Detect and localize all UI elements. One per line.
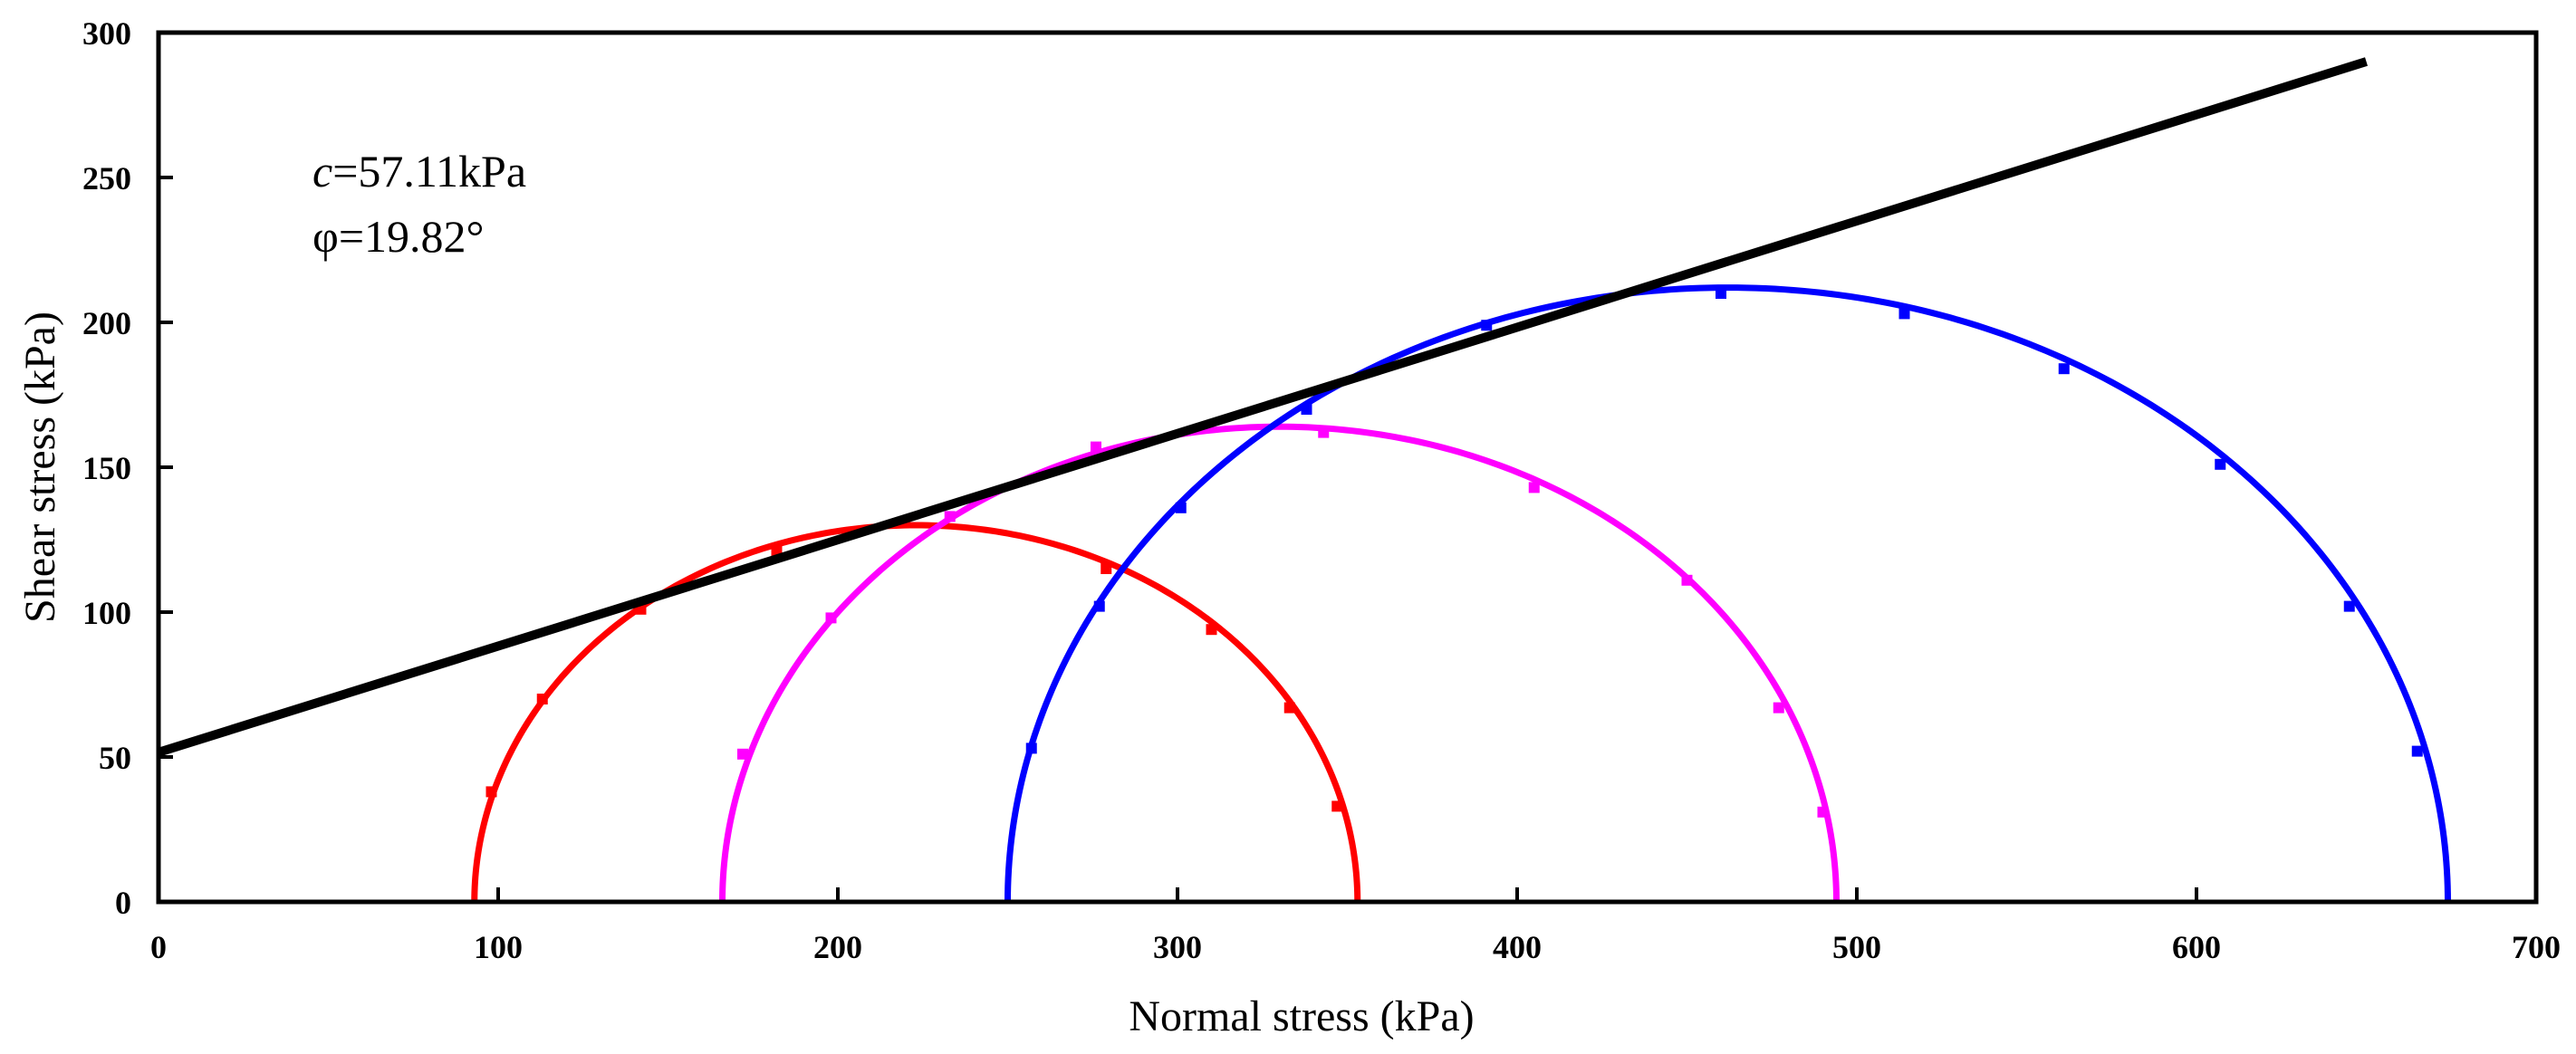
x-tick-label-700: 700 [2512, 929, 2561, 965]
data-point-circle-3-9 [2215, 458, 2226, 470]
data-point-circle-2-8 [1773, 702, 1784, 714]
x-axis-title: Normal stress (kPa) [1129, 992, 1474, 1040]
data-point-circle-3-3 [1175, 502, 1187, 513]
data-point-circle-1-2 [536, 694, 548, 704]
data-point-circle-3-7 [1898, 308, 1910, 320]
data-point-circle-3-11 [2411, 745, 2423, 757]
failure-envelope-line [159, 57, 2368, 757]
chart-marks [159, 57, 2451, 902]
data-point-circle-1-1 [485, 786, 497, 798]
data-point-circle-3-2 [1093, 600, 1105, 612]
y-tick-label-250: 250 [82, 160, 131, 196]
annotation-cohesion-symbol: c [312, 146, 332, 196]
axis-ticks: 0 100 200 300 400 500 600 700 0 50 100 150 200 250 300 [82, 15, 2561, 965]
y-tick-label-100: 100 [82, 595, 131, 631]
x-tick-label-400: 400 [1493, 929, 1542, 965]
y-tick-label-300: 300 [82, 15, 131, 52]
y-tick-label-0: 0 [115, 885, 131, 921]
data-point-circle-2-5 [1318, 426, 1330, 438]
data-point-circle-3-6 [1716, 288, 1726, 299]
x-tick-label-200: 200 [813, 929, 862, 965]
data-point-circle-2-3 [944, 511, 956, 522]
x-tick-label-100: 100 [474, 929, 523, 965]
y-tick-label-150: 150 [82, 450, 131, 486]
annotation-cohesion-value: =57.11kPa [332, 146, 526, 196]
data-point-circle-3-5 [1481, 320, 1493, 331]
data-point-circle-3-4 [1301, 404, 1312, 415]
data-point-circle-3-1 [1025, 743, 1037, 754]
x-tick-label-500: 500 [1832, 929, 1881, 965]
data-point-circle-2-9 [1817, 806, 1829, 818]
data-point-circle-3-10 [2343, 600, 2355, 612]
mohr-circle-3 [1004, 284, 2451, 902]
data-point-circle-2-6 [1528, 482, 1540, 493]
x-tick-label-0: 0 [150, 929, 167, 965]
data-point-circle-2-2 [825, 612, 837, 624]
y-tick-label-50: 50 [99, 740, 131, 776]
data-point-circle-1-5 [1101, 563, 1112, 574]
data-point-circle-2-1 [737, 748, 748, 760]
mohr-circle-2 [719, 423, 1840, 902]
y-tick-label-200: 200 [82, 305, 131, 341]
data-point-circle-1-6 [1206, 624, 1217, 636]
data-point-circle-2-7 [1681, 574, 1693, 586]
y-axis-title: Shear stress (kPa) [16, 311, 64, 623]
annotation-friction-angle: φ=19.82° [312, 211, 485, 262]
annotation-cohesion: c=57.11kPa [312, 146, 526, 196]
x-tick-label-600: 600 [2172, 929, 2221, 965]
data-point-circle-2-4 [1091, 441, 1101, 453]
plot-area [159, 57, 2451, 902]
mohr-circle-1 [471, 522, 1361, 902]
data-point-circle-3-8 [2058, 363, 2070, 375]
x-tick-label-300: 300 [1153, 929, 1202, 965]
data-point-circle-1-7 [1283, 702, 1295, 714]
data-point-circle-1-8 [1331, 800, 1343, 812]
